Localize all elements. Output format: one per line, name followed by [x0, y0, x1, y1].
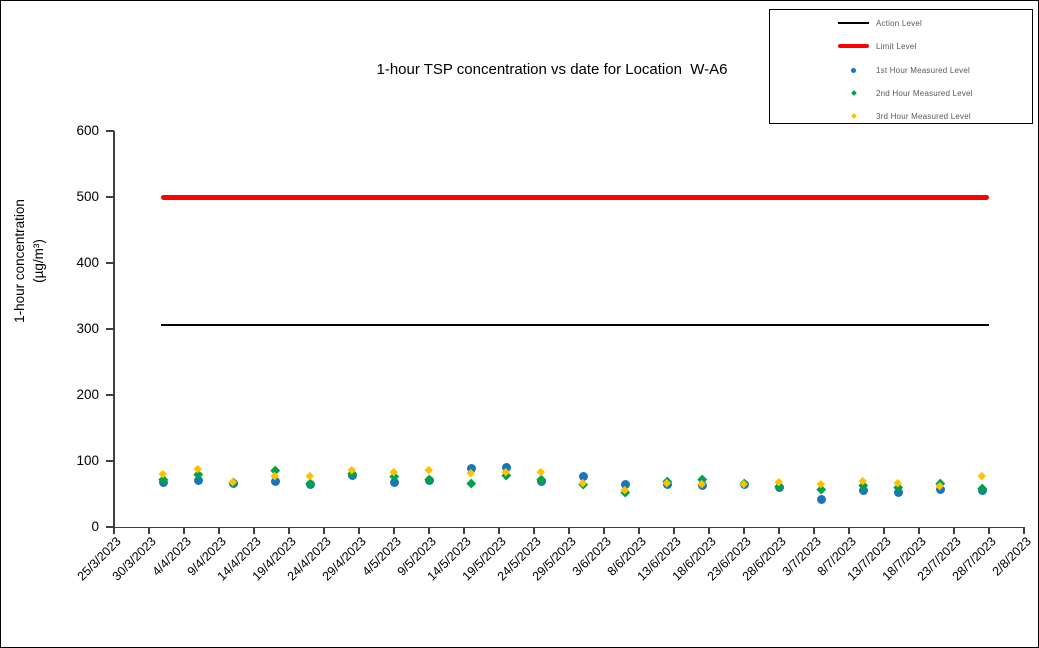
legend-label: Limit Level	[876, 41, 917, 51]
x-axis-tick	[323, 527, 325, 534]
legend-box: Action Level Limit Level 1st Hour Measur…	[769, 9, 1033, 124]
action-level-line-icon	[838, 22, 869, 24]
data-point-1st-hour	[578, 472, 588, 482]
x-axis-tick	[498, 527, 500, 534]
x-axis-tick	[603, 527, 605, 534]
x-axis-tick	[988, 527, 990, 534]
legend-label: 3rd Hour Measured Level	[876, 111, 971, 121]
legend-item-2nd-hour: 2nd Hour Measured Level	[770, 85, 1032, 101]
x-axis-tick	[428, 527, 430, 534]
data-point-1st-hour	[620, 480, 630, 490]
x-axis-tick	[813, 527, 815, 534]
y-axis-title-line2: (µg/m³)	[31, 239, 46, 283]
y-axis-tick	[106, 460, 114, 462]
y-axis-tick-label: 100	[76, 453, 99, 468]
data-point-1st-hour	[893, 488, 903, 498]
x-axis-tick	[183, 527, 185, 534]
legend-item-limit-level: Limit Level	[770, 38, 1032, 54]
data-point-1st-hour	[389, 478, 399, 488]
data-point-1st-hour	[858, 485, 868, 495]
limit-level-line-icon	[838, 44, 869, 48]
y-axis-tick-label: 300	[76, 321, 99, 336]
data-point-1st-hour	[501, 463, 511, 473]
second-hour-marker-icon	[838, 90, 869, 96]
data-point-1st-hour	[816, 494, 826, 504]
legend-item-3rd-hour: 3rd Hour Measured Level	[770, 108, 1032, 124]
x-axis-tick	[288, 527, 290, 534]
x-axis-tick	[358, 527, 360, 534]
x-axis-tick	[568, 527, 570, 534]
y-axis-tick-label: 0	[91, 519, 99, 534]
data-point-3rd-hour	[306, 472, 314, 481]
y-axis-tick	[106, 394, 114, 396]
first-hour-marker-icon	[838, 67, 869, 73]
legend-item-1st-hour: 1st Hour Measured Level	[770, 62, 1032, 78]
x-axis-tick	[848, 527, 850, 534]
y-axis-tick-label: 400	[76, 255, 99, 270]
y-axis-title-line1: 1-hour concentration	[12, 199, 27, 323]
x-axis-tick	[673, 527, 675, 534]
data-point-1st-hour	[466, 464, 476, 474]
data-point-3rd-hour	[537, 467, 545, 476]
x-axis-tick	[883, 527, 885, 534]
x-axis-tick	[918, 527, 920, 534]
legend-label: Action Level	[876, 18, 922, 28]
x-axis-tick	[708, 527, 710, 534]
x-axis-tick	[533, 527, 535, 534]
data-point-2nd-hour	[466, 478, 476, 488]
x-axis-tick	[218, 527, 220, 534]
legend-label: 1st Hour Measured Level	[876, 65, 970, 75]
y-axis-tick-label: 600	[76, 123, 99, 138]
limit-level-line	[161, 194, 989, 200]
action-level-line	[161, 324, 989, 326]
y-axis-tick	[106, 262, 114, 264]
y-axis-tick	[106, 196, 114, 198]
legend-label: 2nd Hour Measured Level	[876, 88, 973, 98]
y-axis-title: 1-hour concentration (µg/m³)	[10, 199, 48, 323]
data-point-3rd-hour	[978, 472, 986, 481]
data-point-3rd-hour	[425, 466, 433, 475]
x-axis-tick	[393, 527, 395, 534]
x-axis-tick	[113, 527, 115, 534]
y-axis-tick-label: 200	[76, 387, 99, 402]
x-axis-tick	[953, 527, 955, 534]
x-axis-tick	[638, 527, 640, 534]
y-axis-tick	[106, 328, 114, 330]
x-axis-tick	[778, 527, 780, 534]
y-axis-tick	[106, 130, 114, 132]
data-point-1st-hour	[193, 475, 203, 485]
third-hour-marker-icon	[838, 113, 869, 119]
y-axis-tick	[106, 526, 114, 528]
x-axis-tick	[463, 527, 465, 534]
chart-title: 1-hour TSP concentration vs date for Loc…	[376, 61, 728, 78]
x-axis-tick	[148, 527, 150, 534]
legend-item-action-level: Action Level	[770, 15, 1032, 31]
x-axis-tick	[743, 527, 745, 534]
y-axis-tick-label: 500	[76, 189, 99, 204]
x-axis-tick	[253, 527, 255, 534]
x-axis-tick	[1023, 527, 1025, 534]
data-point-1st-hour	[270, 476, 280, 486]
